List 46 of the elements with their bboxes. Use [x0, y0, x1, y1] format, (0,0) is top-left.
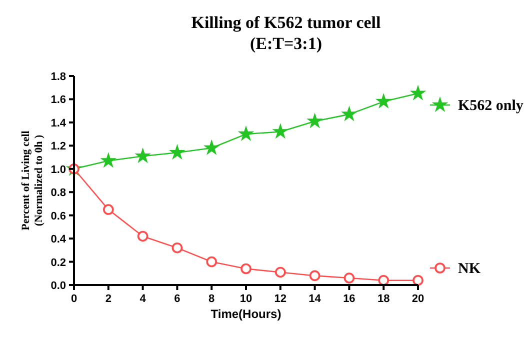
- y-axis-title: Percent of Living cell (Normalized to 0h ): [20, 130, 45, 230]
- point: [342, 106, 357, 121]
- y-tick-label: 0.4: [50, 234, 67, 246]
- y-tick-label: 0.6: [50, 210, 66, 222]
- point: [204, 140, 219, 154]
- chart-subtitle: (E:T=3:1): [250, 34, 322, 53]
- legend-label: K562 only: [458, 98, 524, 114]
- x-tick-label: 18: [377, 293, 390, 305]
- point: [376, 94, 391, 108]
- x-tick-label: 8: [208, 293, 215, 305]
- point: [273, 124, 288, 138]
- x-tick-label: 0: [70, 293, 78, 305]
- y-tick-label: 0.2: [50, 256, 66, 269]
- point: [135, 148, 150, 162]
- x-axis-title: Time(Hours): [210, 307, 282, 321]
- x-tick-label: 4: [140, 293, 147, 305]
- legend-label: NK: [458, 261, 481, 277]
- point: [170, 144, 185, 159]
- point: [137, 230, 148, 242]
- x-tick-label: 16: [343, 293, 356, 305]
- point: [101, 153, 116, 168]
- point: [172, 242, 183, 254]
- x-tick-label: 2: [105, 293, 112, 305]
- point: [206, 256, 217, 268]
- point: [240, 263, 252, 274]
- x-tick-label: 10: [240, 293, 252, 305]
- point: [275, 266, 286, 278]
- point: [103, 204, 114, 215]
- y-tick-label: 0.8: [50, 187, 66, 200]
- x-tick-label: 12: [274, 293, 287, 305]
- y-tick-label: 1.0: [50, 164, 66, 176]
- x-tick-label: 6: [174, 293, 180, 305]
- point: [344, 272, 355, 284]
- point: [238, 126, 254, 140]
- point: [309, 270, 320, 282]
- y-tick-label: 1.8: [50, 71, 66, 83]
- x-tick-label: 20: [412, 293, 424, 305]
- y-tick-label: 1.6: [50, 94, 66, 106]
- y-tick-label: 1.2: [50, 140, 66, 153]
- point: [410, 86, 426, 100]
- point: [412, 274, 424, 286]
- y-tick-label: 0.0: [50, 280, 66, 292]
- x-tick-label: 14: [308, 293, 322, 305]
- point: [307, 114, 322, 128]
- y-tick-label: 1.4: [50, 117, 67, 130]
- chart-title: Killing of K562 tumor cell: [191, 13, 382, 32]
